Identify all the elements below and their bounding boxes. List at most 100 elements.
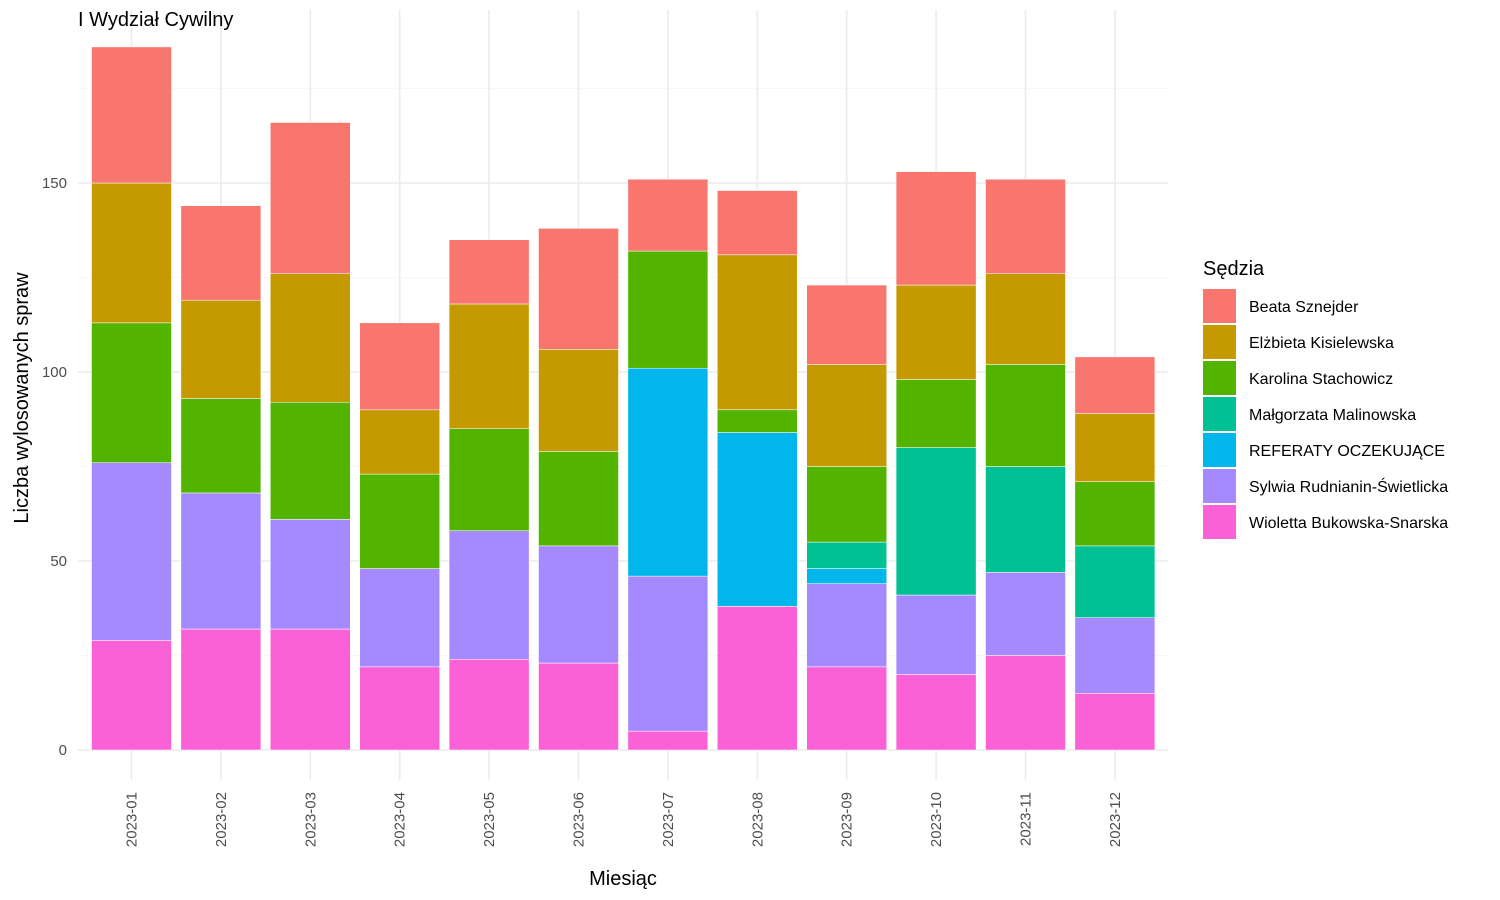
bar-segment xyxy=(985,466,1066,573)
bar-segment xyxy=(91,640,172,751)
x-tick-label: 2023-04 xyxy=(392,792,409,847)
bar-segment xyxy=(895,379,977,448)
bar-segment xyxy=(1074,413,1156,482)
bar-segment xyxy=(895,171,977,286)
bar-segment xyxy=(270,519,351,630)
legend-swatch xyxy=(1203,433,1236,467)
bar-segment xyxy=(91,462,172,641)
bar-segment xyxy=(1074,617,1156,694)
bar-segment xyxy=(270,122,351,274)
bar-segment xyxy=(895,284,977,380)
bar-segment xyxy=(448,239,530,305)
bar-segment xyxy=(985,655,1066,751)
bar-segment xyxy=(538,545,619,664)
bar-segment xyxy=(180,492,262,630)
bar-segment xyxy=(985,572,1066,656)
bar-segment xyxy=(1074,356,1156,414)
bar-segment xyxy=(717,606,798,751)
legend-swatch xyxy=(1203,289,1236,323)
x-axis-ticks: 2023-01 2023-02 2023-03 2023-04 2023-05 2023-… xyxy=(124,792,1124,847)
bar-segment xyxy=(806,541,887,569)
legend-label: Małgorzata Malinowska xyxy=(1249,407,1416,424)
bar-segment xyxy=(895,594,977,675)
bar-segment xyxy=(627,250,709,369)
bar-segment xyxy=(1074,693,1156,751)
x-tick-label: 2023-09 xyxy=(839,792,856,847)
bar-segment xyxy=(270,401,351,520)
legend-label: Beata Sznejder xyxy=(1249,299,1359,316)
bars xyxy=(91,46,1156,751)
y-tick-label: 50 xyxy=(50,553,67,570)
bar-segment xyxy=(538,662,619,751)
bar-segment xyxy=(717,409,798,433)
bar-segment xyxy=(717,432,798,607)
bar-segment xyxy=(806,583,887,668)
bar-segment xyxy=(448,428,530,532)
bar-segment xyxy=(627,730,709,751)
bar-segment xyxy=(91,182,172,324)
x-tick-label: 2023-11 xyxy=(1018,792,1035,846)
legend-swatch xyxy=(1203,325,1236,359)
legend-label: Karolina Stachowicz xyxy=(1249,371,1393,388)
bar-segment xyxy=(359,568,440,668)
bar-segment xyxy=(806,284,887,365)
bar-segment xyxy=(538,228,619,350)
bar-segment xyxy=(448,659,530,751)
y-tick-label: 0 xyxy=(59,742,67,759)
x-tick-label: 2023-12 xyxy=(1107,792,1124,847)
x-tick-label: 2023-08 xyxy=(749,792,766,847)
y-tick-label: 150 xyxy=(42,175,67,192)
x-tick-label: 2023-05 xyxy=(481,792,498,847)
bar-segment xyxy=(359,409,440,475)
bar-segment xyxy=(359,666,440,751)
bar-segment xyxy=(91,46,172,184)
bar-segment xyxy=(180,398,262,494)
bar-segment xyxy=(91,322,172,463)
bar-segment xyxy=(985,178,1066,274)
bar-segment xyxy=(180,628,262,751)
bar-segment xyxy=(448,303,530,429)
x-tick-label: 2023-02 xyxy=(213,792,230,847)
legend-label: Elżbieta Kisielewska xyxy=(1249,335,1394,352)
legend-title: Sędzia xyxy=(1203,258,1265,280)
x-tick-label: 2023-06 xyxy=(571,792,588,847)
chart-title: I Wydział Cywilny xyxy=(78,9,233,31)
bar-segment xyxy=(1074,481,1156,547)
x-tick-label: 2023-07 xyxy=(660,792,677,847)
x-tick-label: 2023-10 xyxy=(928,792,945,847)
legend-swatch xyxy=(1203,397,1236,431)
y-axis-ticks: 0 50 100 150 xyxy=(42,175,67,759)
bar-segment xyxy=(180,205,262,301)
bar-segment xyxy=(627,367,709,577)
legend-swatch xyxy=(1203,361,1236,395)
bar-segment xyxy=(806,568,887,584)
bar-segment xyxy=(985,364,1066,467)
bar-segment xyxy=(270,628,351,751)
bar-segment xyxy=(717,254,798,411)
legend-label: REFERATY OCZEKUJĄCE xyxy=(1249,443,1445,460)
bar-segment xyxy=(270,273,351,403)
x-tick-label: 2023-03 xyxy=(302,792,319,847)
legend-swatch xyxy=(1203,505,1236,539)
legend: Sędzia Beata Sznejder Elżbieta Kisielewsk… xyxy=(1203,258,1448,539)
bar-segment xyxy=(180,299,262,399)
bar-segment xyxy=(895,674,977,751)
legend-swatch xyxy=(1203,469,1236,503)
bar-segment xyxy=(538,349,619,452)
y-tick-label: 100 xyxy=(42,364,67,381)
x-tick-label: 2023-01 xyxy=(124,792,141,847)
y-axis-title: Liczba wylosowanych spraw xyxy=(11,272,33,524)
bar-segment xyxy=(895,447,977,596)
bar-segment xyxy=(806,466,887,543)
legend-label: Sylwia Rudnianin-Świetlicka xyxy=(1249,477,1448,496)
bar-segment xyxy=(359,473,440,569)
bar-segment xyxy=(1074,545,1156,618)
bar-segment xyxy=(717,190,798,256)
bar-segment xyxy=(448,530,530,660)
bar-segment xyxy=(985,273,1066,365)
bar-segment xyxy=(538,451,619,547)
bar-segment xyxy=(627,575,709,732)
legend-label: Wioletta Bukowska-Snarska xyxy=(1249,515,1448,532)
bar-segment xyxy=(806,364,887,467)
